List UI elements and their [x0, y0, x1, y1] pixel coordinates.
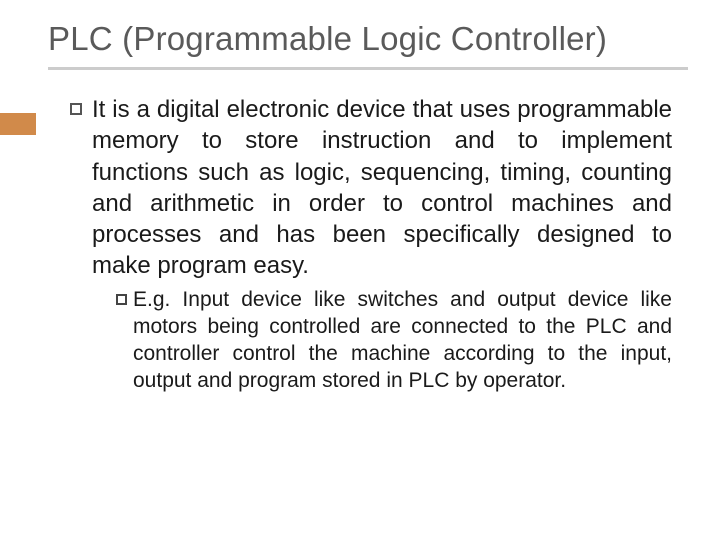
title-rule: [48, 67, 688, 70]
square-bullet-icon: [70, 103, 82, 115]
square-bullet-icon: [116, 294, 127, 305]
slide: PLC (Programmable Logic Controller) It i…: [0, 0, 720, 540]
slide-body: It is a digital electronic device that u…: [70, 94, 672, 395]
sub-bullet-lead: E.g.: [133, 288, 170, 311]
accent-bar: [0, 113, 36, 135]
bullet-text: It is a digital electronic device that u…: [92, 94, 672, 281]
bullet-item: It is a digital electronic device that u…: [70, 94, 672, 281]
sub-bullet-text: E.g. Input device like switches and outp…: [133, 287, 672, 395]
slide-title: PLC (Programmable Logic Controller): [48, 18, 672, 59]
sub-bullet-item: E.g. Input device like switches and outp…: [116, 287, 672, 395]
sub-bullet-body: Input device like switches and output de…: [133, 288, 672, 392]
sub-bullet-group: E.g. Input device like switches and outp…: [116, 287, 672, 395]
